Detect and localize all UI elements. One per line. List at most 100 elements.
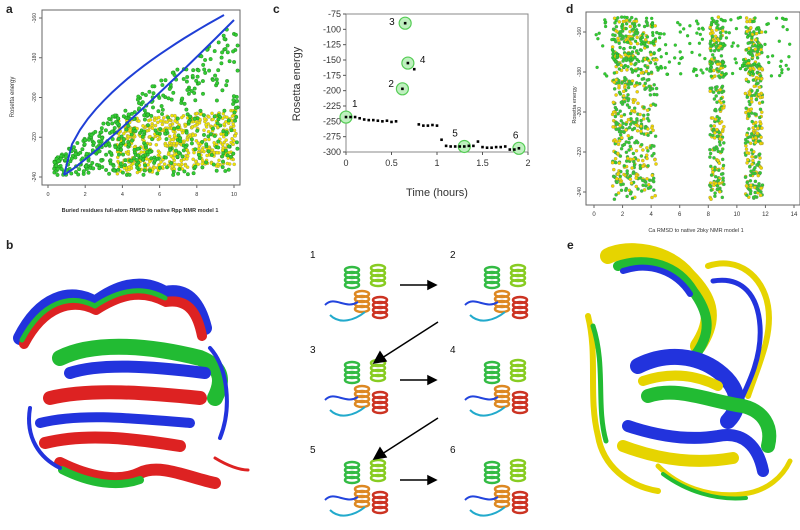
panel-a-point-yellow	[146, 163, 150, 167]
panel-a-point-yellow	[212, 140, 216, 145]
panel-d-point	[624, 128, 628, 132]
panel-d-point	[616, 142, 621, 147]
panel-d-point	[754, 124, 758, 128]
panel-d-point	[769, 74, 774, 78]
panel-a-point-yellow	[139, 150, 144, 154]
panel-d-point	[774, 16, 779, 20]
panel-d-point	[657, 48, 661, 52]
panel-d-point	[612, 57, 616, 61]
panel-d-point	[747, 127, 751, 131]
panel-a-point-yellow	[159, 160, 163, 164]
panel-a-point-green	[156, 109, 161, 114]
panel-d-point	[646, 164, 650, 168]
panel-d-point	[749, 189, 753, 193]
panel-a-point-green	[69, 156, 74, 161]
panel-d-point	[753, 135, 758, 140]
panel-d-point	[615, 176, 619, 181]
panel-d-point	[763, 30, 768, 34]
panel-d-ytick-label: -160	[577, 27, 583, 37]
panel-d-point	[695, 73, 699, 78]
panel-a-point-green	[86, 137, 91, 142]
panel-a-point-green	[110, 137, 115, 142]
helix-green-top	[19, 288, 168, 343]
panel-a-point-green	[181, 77, 186, 81]
panel-d-point	[635, 129, 640, 133]
frame-protein	[324, 358, 389, 417]
panel-d-point	[636, 187, 640, 191]
panel-a-point-green	[200, 79, 205, 84]
panel-d-point	[617, 20, 622, 24]
panel-d-point	[623, 188, 628, 193]
panel-d-point	[632, 126, 637, 131]
panel-a-point-green	[141, 154, 145, 158]
panel-a-point-green	[121, 114, 126, 119]
panel-d-point	[729, 18, 733, 22]
panel-a-point-green	[127, 172, 132, 177]
panel-d-point	[720, 129, 725, 134]
panel-a-point-green	[151, 91, 156, 96]
panel-d-point	[709, 74, 713, 78]
frame-loop	[464, 395, 499, 401]
panel-d-point	[650, 87, 655, 91]
panel-a-point-green	[213, 73, 218, 78]
panel-d-point	[757, 62, 761, 66]
panel-d-point	[712, 49, 717, 53]
panel-d-point	[611, 33, 615, 37]
panel-d-point	[610, 184, 615, 188]
panel-c-point	[401, 87, 404, 91]
panel-d-point	[651, 33, 655, 38]
panel-a-point-green	[212, 49, 217, 54]
panel-a-point-yellow	[194, 139, 199, 143]
panel-d-point	[720, 157, 725, 162]
panel-d-xtick-label: 6	[678, 212, 682, 218]
panel-d-point	[618, 133, 623, 137]
panel-d-point	[719, 17, 723, 22]
panel-d-point	[650, 154, 654, 158]
panel-c-point	[403, 21, 407, 25]
panel-d-point	[611, 27, 616, 31]
panel-d-point	[634, 19, 639, 23]
panel-a-scatter: Rosetta energy Buried residues full-atom…	[10, 9, 241, 214]
panel-a-point-green	[146, 123, 150, 128]
panel-d-point	[757, 101, 762, 105]
panel-d-point	[643, 180, 648, 184]
panel-a-point-green	[194, 78, 199, 83]
panel-d-point	[619, 182, 623, 187]
panel-d-point	[640, 35, 645, 40]
panel-d-point	[628, 157, 633, 162]
panel-a-point-yellow	[158, 119, 163, 123]
panel-c-point-label: 1	[352, 99, 358, 110]
panel-c-point	[344, 115, 348, 119]
panel-d-point	[715, 62, 720, 66]
panel-a-point-green	[219, 55, 224, 60]
panel-a-point-yellow	[137, 119, 141, 123]
frame-helix-turn	[483, 375, 501, 385]
panel-d-point	[634, 81, 639, 85]
panel-d-point	[713, 131, 717, 135]
panel-c-point	[372, 118, 375, 122]
panel-a-point-green	[180, 96, 185, 101]
panel-d-point	[614, 78, 618, 82]
panel-d-point	[611, 52, 615, 56]
panel-d-point	[738, 66, 743, 71]
panel-c-chart: -75-100-125-150-175-200-225-250-275-300 …	[291, 9, 531, 199]
panel-c-xlabel: Time (hours)	[406, 187, 468, 199]
panel-d-point	[618, 154, 623, 158]
panel-a-point-yellow	[210, 111, 214, 116]
panel-a-point-green	[216, 40, 221, 45]
panel-d-point	[745, 150, 749, 155]
panel-d-point	[653, 37, 658, 41]
panel-d-point	[625, 169, 629, 173]
panel-c-point	[349, 115, 352, 119]
panel-c-ytick-label: -300	[323, 147, 341, 157]
helix-yellow-center	[638, 370, 723, 391]
panel-d-point	[645, 57, 650, 61]
panel-a-point-yellow	[115, 172, 120, 176]
panel-a-point-yellow	[210, 148, 215, 152]
panel-d-point	[638, 81, 642, 86]
panel-a-point-green	[172, 126, 177, 131]
panel-a-point-green	[158, 127, 163, 131]
panel-d-point	[746, 51, 751, 55]
panel-c-point	[499, 145, 502, 149]
panel-a-point-green	[119, 147, 124, 152]
